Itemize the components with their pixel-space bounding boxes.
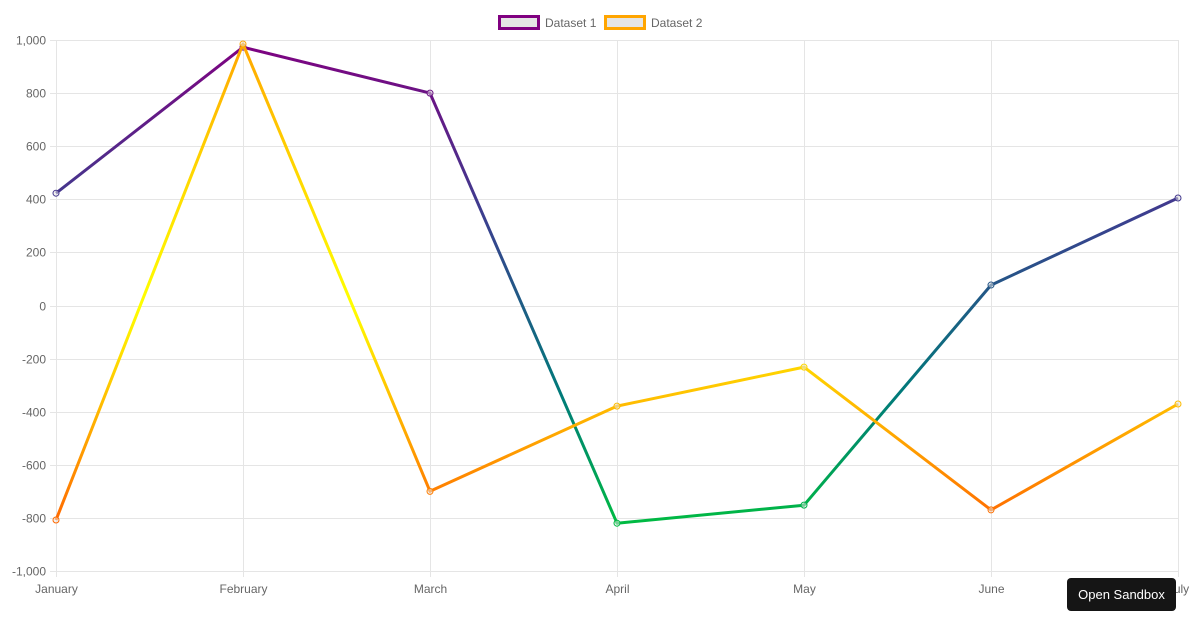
x-tick-label: June — [978, 582, 1004, 596]
chart-series — [52, 40, 1182, 527]
chart-legend: Dataset 1 Dataset 2 — [498, 15, 703, 30]
legend-label: Dataset 1 — [545, 16, 597, 30]
legend-swatch — [604, 15, 646, 30]
y-tick-label: -400 — [22, 406, 46, 420]
data-point[interactable] — [426, 89, 434, 97]
data-point[interactable] — [52, 516, 60, 524]
open-sandbox-button[interactable]: Open Sandbox — [1067, 578, 1176, 611]
y-tick-label: 600 — [26, 140, 46, 154]
data-point[interactable] — [800, 501, 808, 509]
data-point[interactable] — [613, 402, 621, 410]
x-tick-label: February — [219, 582, 267, 596]
legend-item-dataset-1[interactable]: Dataset 1 — [498, 15, 597, 30]
y-tick-label: 0 — [39, 300, 46, 314]
data-point[interactable] — [52, 189, 60, 197]
y-tick-label: -600 — [22, 459, 46, 473]
x-tick-label: May — [793, 582, 816, 596]
data-point[interactable] — [1174, 194, 1182, 202]
legend-label: Dataset 2 — [651, 16, 703, 30]
data-point[interactable] — [987, 281, 995, 289]
x-tick-label: April — [605, 582, 629, 596]
legend-item-dataset-2[interactable]: Dataset 2 — [604, 15, 703, 30]
y-tick-label: 1,000 — [16, 34, 46, 48]
y-axis: 1,000 800 600 400 200 0 -200 -400 -600 -800 -1,000 — [12, 34, 46, 579]
chart-grid — [50, 40, 1179, 577]
x-tick-label: January — [35, 582, 78, 596]
data-point[interactable] — [613, 519, 621, 527]
data-point[interactable] — [987, 506, 995, 514]
x-axis: January February March April May June July — [35, 582, 1189, 596]
legend-swatch — [498, 15, 540, 30]
y-tick-label: -800 — [22, 512, 46, 526]
data-point[interactable] — [1174, 400, 1182, 408]
y-tick-label: 800 — [26, 87, 46, 101]
y-tick-label: 200 — [26, 246, 46, 260]
data-point[interactable] — [426, 487, 434, 495]
y-tick-label: -1,000 — [12, 565, 46, 579]
y-tick-label: -200 — [22, 353, 46, 367]
x-tick-label: March — [414, 582, 447, 596]
y-tick-label: 400 — [26, 193, 46, 207]
data-point[interactable] — [800, 363, 808, 371]
data-point[interactable] — [239, 40, 247, 48]
